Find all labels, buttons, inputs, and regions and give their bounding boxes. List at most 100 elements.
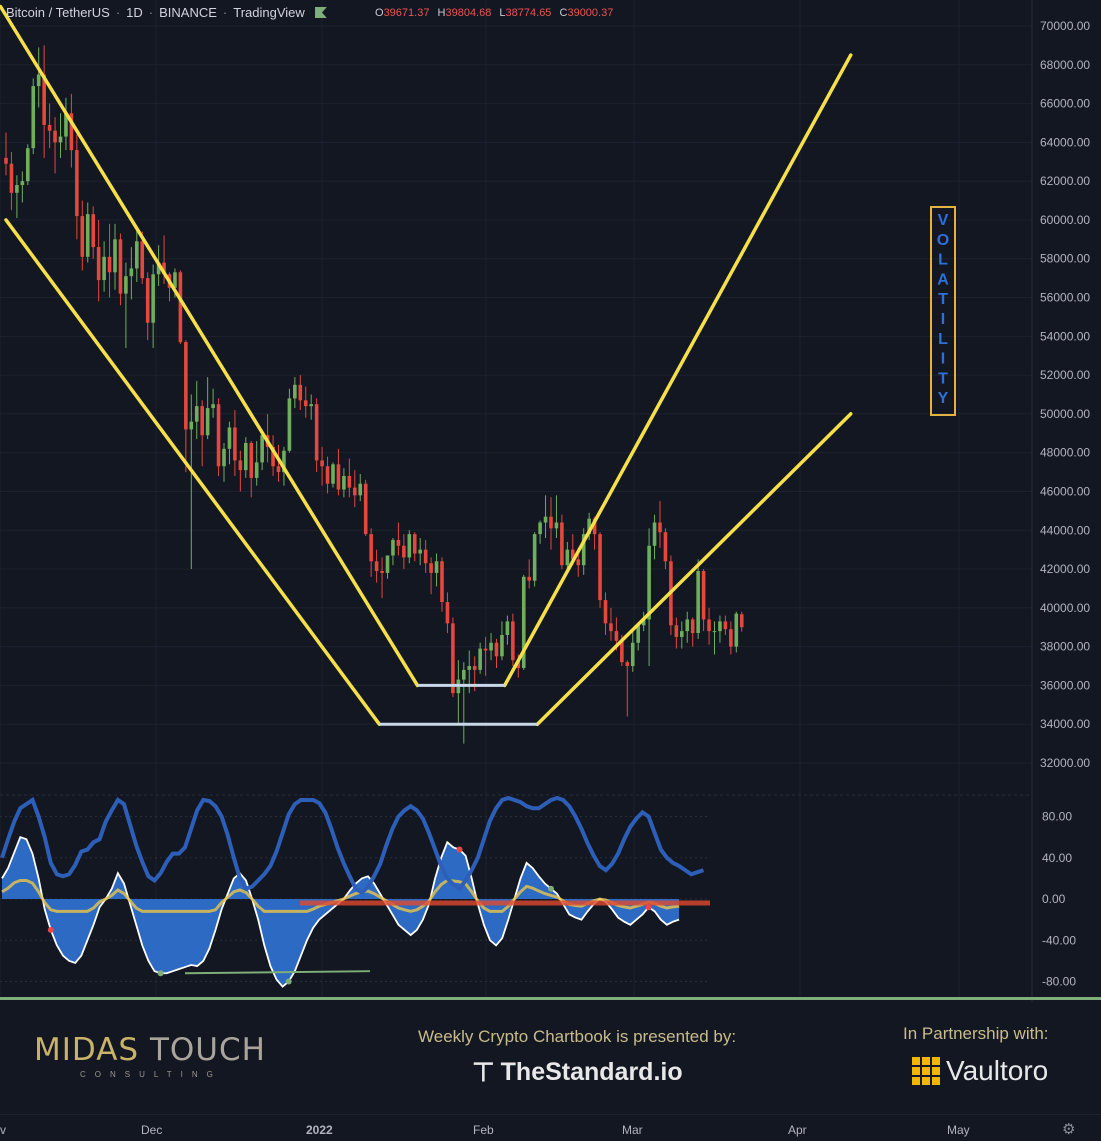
vaultoro-logo: Vaultoro — [912, 1055, 1048, 1087]
volatility-letter: T — [938, 291, 948, 308]
candle-body — [260, 435, 264, 463]
gear-icon[interactable]: ⚙ — [1062, 1121, 1076, 1138]
price-tick-label: 36000.00 — [1040, 678, 1090, 692]
candle-body — [603, 600, 608, 624]
flag-icon[interactable] — [314, 7, 327, 18]
partnership-text: In Partnership with: — [903, 1024, 1049, 1043]
candle-body — [75, 150, 79, 217]
price-tick-label: 46000.00 — [1040, 484, 1090, 498]
price-tick-label: 42000.00 — [1040, 562, 1090, 576]
candle-body — [680, 631, 684, 637]
price-tick-label: 70000.00 — [1040, 19, 1090, 33]
candle-body — [102, 256, 106, 281]
volatility-box — [930, 206, 956, 416]
thestandard-logo: ⊤ TheStandard.io — [472, 1057, 683, 1087]
candle-body — [200, 406, 204, 436]
osc-tick-label: 80.00 — [1042, 810, 1072, 824]
candle-body — [543, 516, 548, 523]
volatility-letter: I — [941, 311, 945, 328]
candle-body — [96, 247, 101, 281]
candle-body — [336, 464, 341, 490]
volatility-letter: A — [937, 271, 949, 288]
price-tick-label: 38000.00 — [1040, 640, 1090, 654]
candle-body — [674, 625, 679, 637]
price-tick-label: 62000.00 — [1040, 174, 1090, 188]
candle-body — [276, 466, 281, 473]
candle-body — [571, 549, 575, 560]
ohlc-readout: O39671.37 H39804.68 L38774.65 C39000.37 — [375, 7, 618, 19]
interval-label[interactable]: 1D — [126, 5, 143, 20]
candle-body — [189, 421, 194, 430]
candle-body — [140, 241, 145, 279]
ohlc-open-key: O — [375, 7, 384, 19]
candle-body — [363, 483, 368, 535]
price-tick-label: 50000.00 — [1040, 407, 1090, 421]
candle-body — [314, 404, 319, 461]
candle-body — [609, 623, 613, 632]
candle-body — [696, 570, 700, 634]
candle-body — [445, 602, 450, 624]
candle-body — [625, 662, 630, 667]
ohlc-high-key: H — [437, 7, 446, 19]
volatility-letter: Y — [938, 390, 949, 407]
candle-body — [587, 518, 591, 535]
ohlc-open: 39671.37 — [383, 7, 430, 19]
candle-body — [331, 464, 335, 484]
candle-body — [162, 262, 166, 275]
banner-top-line — [0, 997, 1101, 1000]
osc-signal-dot — [157, 970, 164, 977]
time-tick-label: Feb — [473, 1123, 494, 1137]
candle-body — [467, 666, 472, 670]
candle-body — [739, 614, 744, 628]
osc-signal-band — [1, 878, 680, 913]
candle-body — [227, 427, 232, 449]
candle-body — [391, 539, 395, 556]
candle-body — [118, 239, 123, 294]
price-tick-label: 40000.00 — [1040, 601, 1090, 615]
candle-body — [581, 534, 586, 566]
oscillator — [0, 795, 710, 988]
candle-body — [592, 518, 597, 535]
candle-body — [347, 475, 352, 488]
trendline-upper-channel — [0, 4, 420, 688]
ohlc-close-key: C — [559, 7, 568, 19]
candle-body — [707, 619, 711, 632]
midas-touch-logo: MIDAS TOUCH — [34, 1032, 266, 1068]
symbol-header[interactable]: Bitcoin / TetherUS · 1D · BINANCE · Trad… — [6, 5, 333, 20]
candle-body — [500, 634, 504, 657]
candle-body — [358, 483, 363, 496]
osc-blue-line — [0, 795, 705, 896]
candle-body — [712, 631, 717, 633]
price-tick-label: 54000.00 — [1040, 329, 1090, 343]
volatility-letter: O — [937, 232, 949, 249]
candle-body — [145, 278, 150, 323]
osc-tick-label: 40.00 — [1042, 851, 1072, 865]
candle-body — [554, 522, 559, 529]
price-tick-label: 52000.00 — [1040, 368, 1090, 382]
candle-body — [614, 631, 619, 641]
candle-body — [173, 272, 177, 288]
volatility-letter: L — [938, 252, 948, 269]
price-tick-label: 34000.00 — [1040, 717, 1090, 731]
candle-body — [396, 539, 401, 546]
candle-body — [734, 613, 739, 647]
candle-body — [129, 268, 134, 277]
candle-body — [42, 74, 46, 125]
osc-signal-dot — [645, 904, 652, 911]
candle-body — [440, 561, 444, 603]
candle-body — [472, 666, 477, 670]
candle-body — [690, 619, 695, 634]
osc-signal-dot — [548, 885, 554, 892]
candle-body — [701, 570, 706, 620]
ohlc-low: 38774.65 — [505, 7, 552, 19]
candle-body — [325, 466, 330, 484]
candle-body — [549, 516, 553, 529]
osc-signal-dot — [47, 926, 54, 933]
candle-body — [233, 427, 237, 461]
candle-body — [222, 448, 226, 467]
candle-body — [407, 534, 412, 558]
candle-body — [511, 621, 515, 661]
candle-body — [9, 163, 14, 193]
